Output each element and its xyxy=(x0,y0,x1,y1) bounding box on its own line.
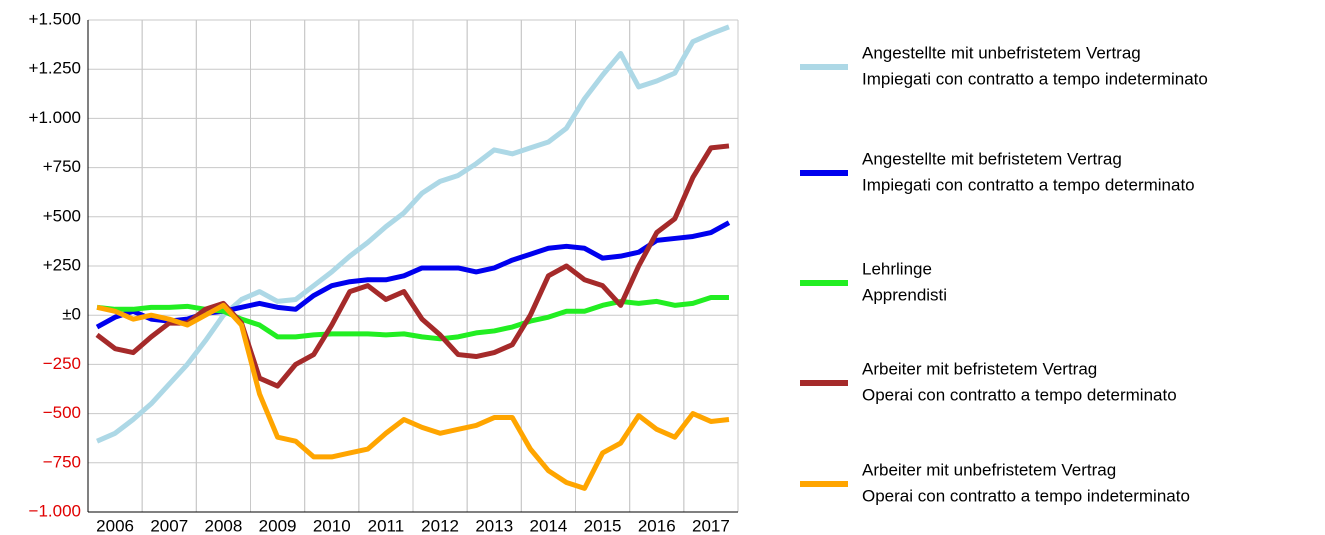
legend-label: Angestellte mit unbefristetem Vertrag xyxy=(862,43,1141,62)
x-tick-label: 2007 xyxy=(150,516,188,535)
y-tick-label: ±0 xyxy=(62,305,81,324)
y-tick-label: +1.000 xyxy=(29,108,81,127)
y-tick-label: −750 xyxy=(43,452,81,471)
legend-label: Operai con contratto a tempo indetermina… xyxy=(862,486,1190,505)
x-tick-label: 2011 xyxy=(368,516,405,535)
series-line xyxy=(95,143,730,389)
y-tick-label: −1.000 xyxy=(29,501,81,520)
x-tick-label: 2017 xyxy=(692,516,730,535)
x-tick-label: 2009 xyxy=(259,516,297,535)
legend-label: Operai con contratto a tempo determinato xyxy=(862,385,1177,404)
y-tick-label: +750 xyxy=(43,157,81,176)
x-tick-label: 2013 xyxy=(475,516,513,535)
legend-label: Angestellte mit befristetem Vertrag xyxy=(862,149,1122,168)
x-tick-label: 2016 xyxy=(638,516,676,535)
x-tick-label: 2008 xyxy=(205,516,243,535)
x-tick-label: 2012 xyxy=(421,516,459,535)
legend-label: Arbeiter mit unbefristetem Vertrag xyxy=(862,460,1116,479)
legend-label: Arbeiter mit befristetem Vertrag xyxy=(862,359,1097,378)
legend-label: Apprendisti xyxy=(862,285,947,304)
legend-label: Impiegati con contratto a tempo determin… xyxy=(862,175,1195,194)
x-tick-label: 2015 xyxy=(584,516,622,535)
y-tick-label: −250 xyxy=(43,354,81,373)
legend-label: Impiegati con contratto a tempo indeterm… xyxy=(862,69,1208,88)
x-tick-label: 2014 xyxy=(530,516,568,535)
x-tick-label: 2010 xyxy=(313,516,351,535)
y-tick-label: +250 xyxy=(43,255,81,274)
legend-label: Lehrlinge xyxy=(862,259,932,278)
y-tick-label: −500 xyxy=(43,403,81,422)
series-line xyxy=(96,24,730,444)
y-tick-label: +1.500 xyxy=(29,9,81,28)
series-line xyxy=(96,302,730,491)
y-tick-label: +500 xyxy=(43,206,81,225)
x-tick-label: 2006 xyxy=(96,516,134,535)
y-tick-label: +1.250 xyxy=(29,59,81,78)
